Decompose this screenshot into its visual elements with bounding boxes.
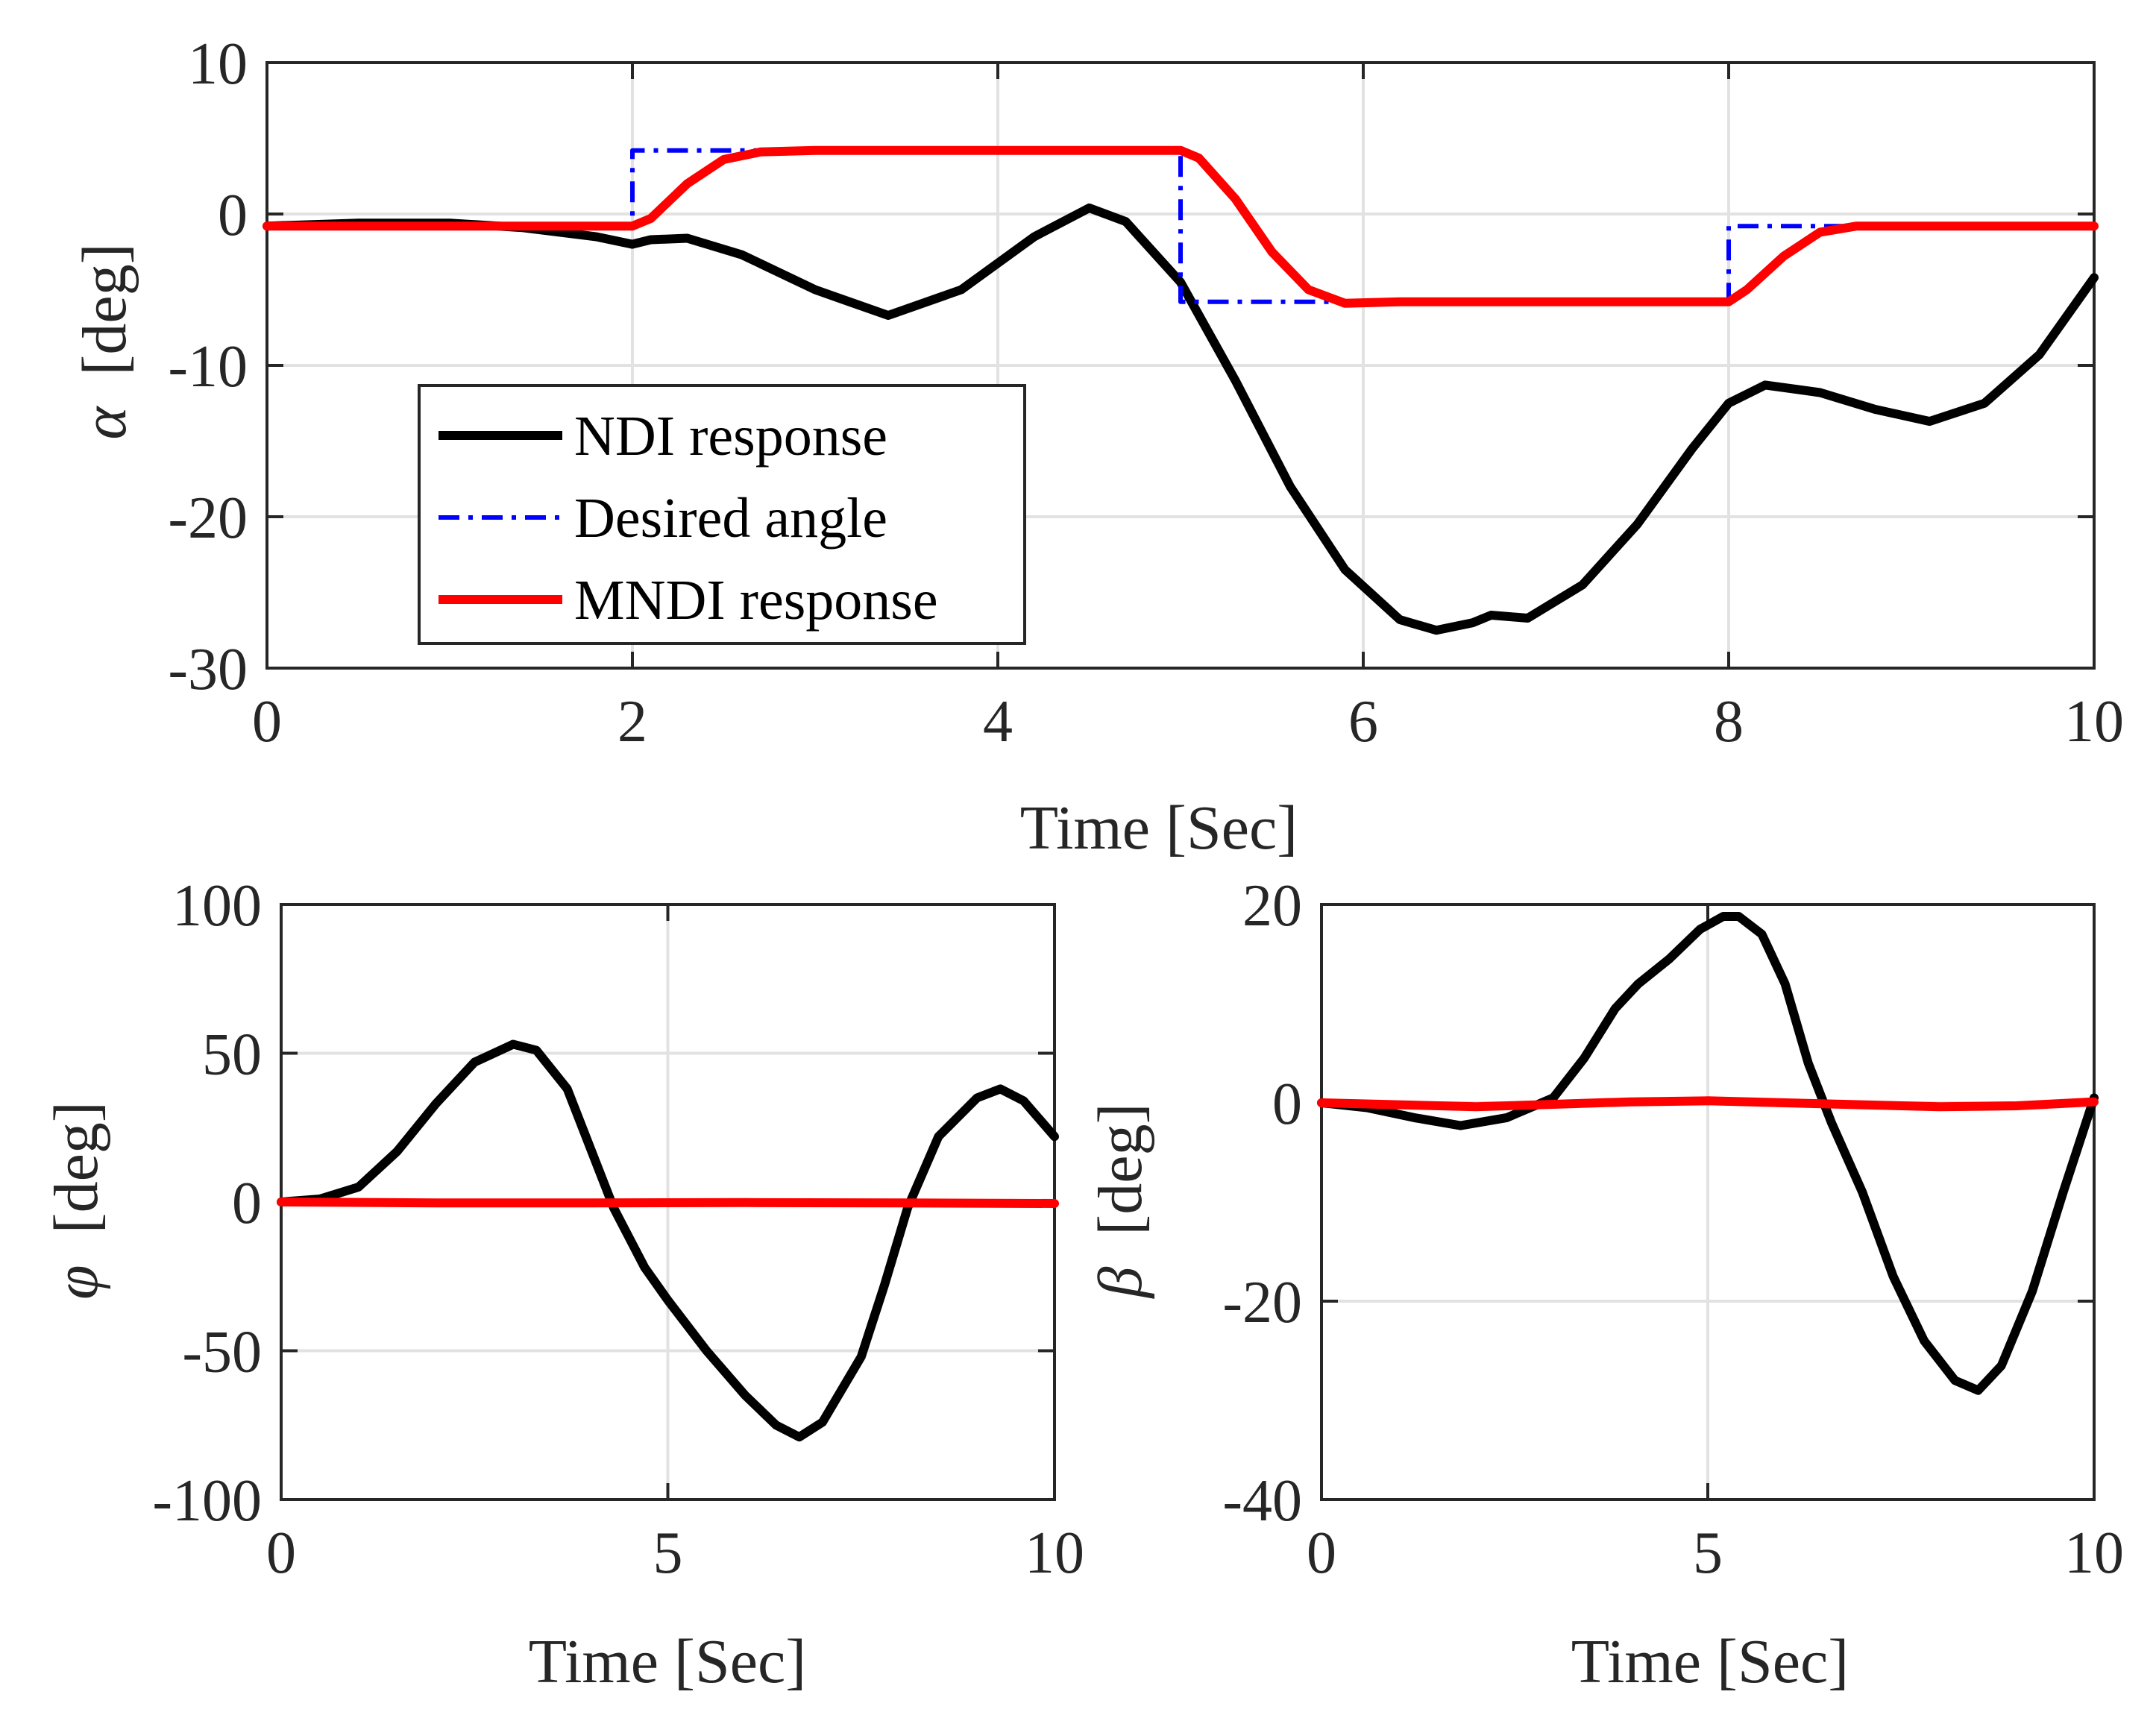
beta-y-axis-symbol: β [1086,1267,1155,1300]
beta-y-axis-label: β [deg] [1086,1103,1155,1299]
beta-series [1317,912,2099,1395]
phi-y-tick-label: 50 [202,1022,262,1088]
beta-x-axis-label: Time [Sec] [1571,1627,1849,1696]
alpha-y-tick-label: -10 [168,334,248,400]
phi-y-tick-label: 100 [172,873,262,939]
legend-entry-mndi: MNDI response [574,569,938,632]
alpha-tick-labels: 0 2 4 6 8 10 -30 -20 -10 0 10 [168,31,2124,755]
phi-series [277,1039,1059,1442]
alpha-x-tick-label: 2 [617,689,647,755]
alpha-x-tick-label: 4 [983,689,1013,755]
beta-x-tick-label: 0 [1307,1520,1336,1586]
beta-y-tick-label: 20 [1242,873,1302,939]
phi-y-axis-unit: [deg] [42,1101,111,1265]
alpha-y-axis-label: α [deg] [70,243,139,439]
alpha-x-tick-label: 8 [1714,689,1744,755]
alpha-y-axis-symbol: α [70,406,139,440]
beta-grid [1320,903,2096,1501]
alpha-series [263,145,2099,635]
beta-panel: 0 5 10 -40 -20 0 20 Time [Sec] β [deg] [1086,873,2124,1696]
alpha-legend: NDI response Desired angle MNDI response [418,384,1026,645]
alpha-series-ndi-response [263,203,2099,635]
beta-series-ndi-response [1317,912,2099,1395]
phi-y-tick-label: -100 [152,1468,262,1534]
beta-y-axis-unit: [deg] [1086,1103,1155,1266]
alpha-y-tick-label: -20 [168,485,248,551]
phi-x-tick-label: 5 [653,1520,683,1586]
phi-series-ndi-response [277,1039,1059,1442]
beta-y-tick-label: 0 [1272,1072,1302,1137]
legend-entry-desired: Desired angle [574,487,887,550]
phi-tick-labels: 0 5 10 -100 -50 0 50 100 [152,873,1084,1586]
phi-panel: 0 5 10 -100 -50 0 50 100 Time [Sec] φ [deg] [42,873,1084,1696]
alpha-series-desired-angle [267,148,2094,304]
alpha-ticks [265,61,2096,670]
phi-series-mndi-response [277,1198,1059,1208]
beta-y-tick-label: -20 [1222,1270,1302,1335]
beta-x-tick-label: 10 [2064,1520,2124,1586]
phi-y-tick-label: -50 [182,1320,262,1385]
alpha-y-tick-label: 0 [218,183,248,248]
alpha-y-tick-label: -30 [168,637,248,702]
beta-tick-labels: 0 5 10 -40 -20 0 20 [1222,873,2124,1586]
alpha-x-axis-label: Time [Sec] [1020,793,1298,863]
phi-x-axis-label: Time [Sec] [529,1627,807,1696]
phi-y-axis-symbol: φ [42,1265,111,1299]
alpha-y-tick-label: 10 [188,31,248,97]
phi-x-tick-label: 0 [266,1520,296,1586]
beta-x-tick-label: 5 [1693,1520,1723,1586]
beta-y-tick-label: -40 [1222,1468,1302,1534]
phi-x-tick-label: 10 [1025,1520,1084,1586]
legend-entry-ndi: NDI response [574,405,887,468]
alpha-panel: 0 2 4 6 8 10 -30 -20 -10 0 10 Time [Sec] α [deg] N… [70,31,2124,863]
alpha-y-axis-unit: [deg] [70,243,139,406]
phi-y-tick-label: 0 [232,1171,262,1236]
alpha-x-tick-label: 6 [1348,689,1378,755]
alpha-x-tick-label: 10 [2064,689,2124,755]
phi-y-axis-label: φ [deg] [42,1101,111,1300]
alpha-x-tick-label: 0 [252,689,282,755]
beta-series-mndi-response [1317,1096,2099,1112]
alpha-series-mndi-response [263,145,2099,308]
